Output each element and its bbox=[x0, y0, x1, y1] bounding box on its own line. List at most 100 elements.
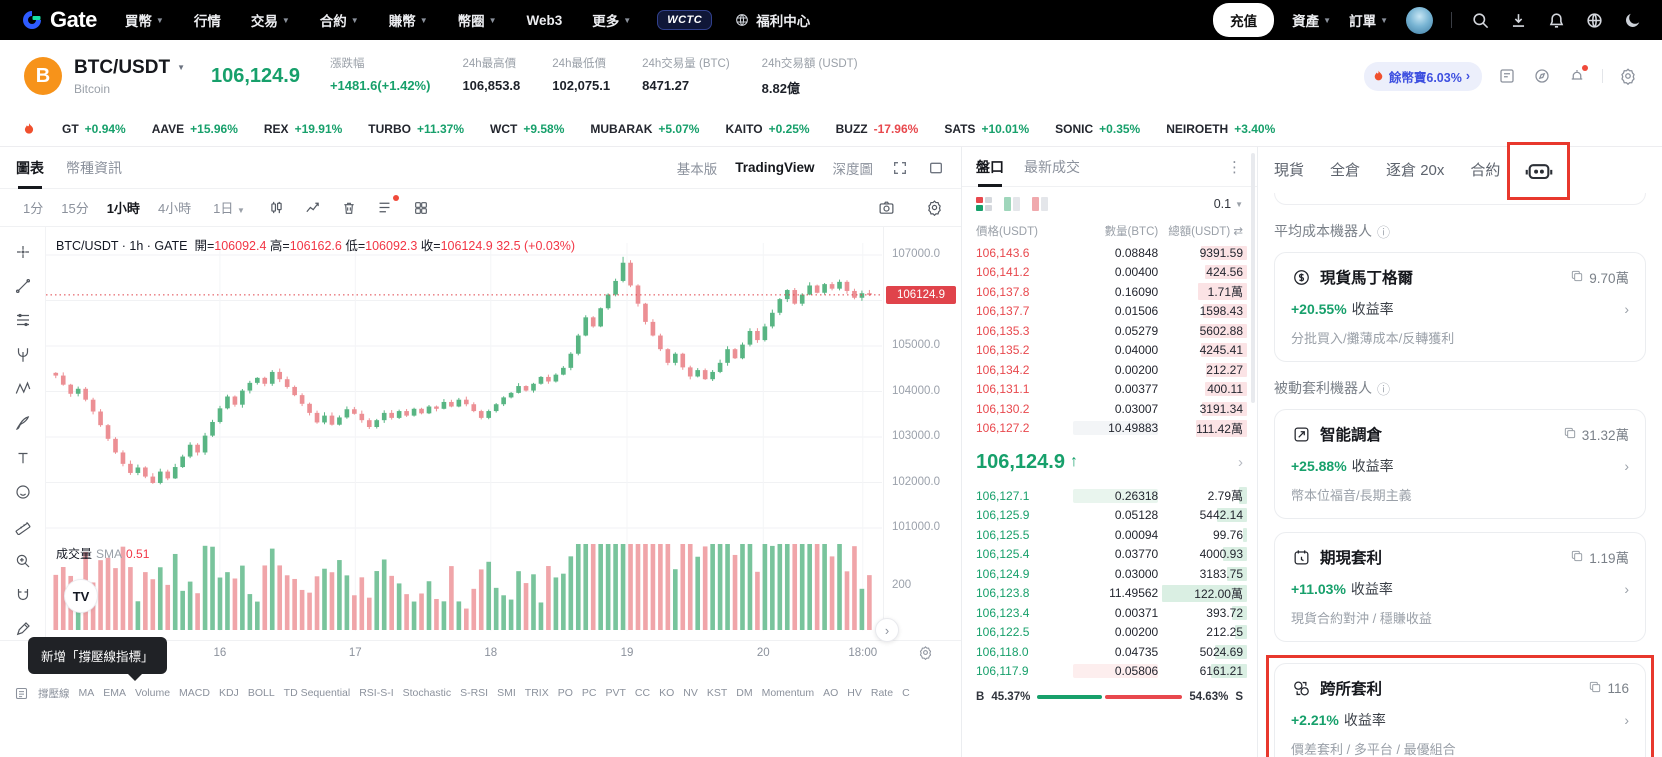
tab-chart[interactable]: 圖表 bbox=[16, 147, 44, 189]
mode-tradingview[interactable]: TradingView bbox=[735, 160, 815, 175]
wctc-badge[interactable]: WCTC bbox=[657, 10, 713, 30]
download-icon[interactable] bbox=[1508, 10, 1528, 30]
indicator-Volume[interactable]: Volume bbox=[135, 687, 171, 699]
draw-pencil-icon[interactable] bbox=[12, 619, 34, 640]
notification-bell-icon[interactable] bbox=[1546, 10, 1566, 30]
indicator-Rate[interactable]: Rate bbox=[870, 687, 894, 699]
indicator-RSI-S-I[interactable]: RSI-S-I bbox=[359, 687, 394, 699]
hot-coin-TURBO[interactable]: TURBO +11.37% bbox=[368, 122, 464, 136]
timeframe-4小時[interactable]: 4小時 bbox=[157, 201, 192, 216]
robot-icon[interactable] bbox=[1525, 157, 1553, 185]
hot-coin-GT[interactable]: GT +0.94% bbox=[62, 122, 126, 136]
indicator-撐壓線[interactable]: 撐壓線 bbox=[38, 687, 70, 700]
bid-row[interactable]: 106,125.4 0.03770 4000.93 bbox=[962, 545, 1257, 565]
nav-item-行情[interactable]: 行情 bbox=[194, 10, 221, 30]
layout-asks-icon[interactable] bbox=[1032, 197, 1048, 211]
bid-row[interactable]: 106,124.9 0.03000 3183.75 bbox=[962, 564, 1257, 584]
bots-tab-全倉[interactable]: 全倉 bbox=[1330, 161, 1361, 179]
orders-menu[interactable]: 訂單 ▼ bbox=[1349, 10, 1388, 30]
nav-item-welfare[interactable]: 福利中心 bbox=[734, 10, 810, 30]
chevron-right-icon[interactable]: › bbox=[1624, 712, 1629, 728]
time-axis[interactable]: 16 17 18 19 20 18:00 bbox=[0, 640, 961, 666]
bot-card-現貨馬丁格爾[interactable]: 現貨馬丁格爾 9.70萬 +20.55% 收益率 › 分批買入/攤薄成本/反轉獲利 bbox=[1274, 252, 1646, 362]
layout-grid-icon[interactable] bbox=[408, 196, 434, 220]
indicator-list-icon[interactable] bbox=[372, 194, 399, 220]
compass-icon[interactable] bbox=[1532, 66, 1552, 86]
bot-card-期現套利[interactable]: 期現套利 1.19萬 +11.03% 收益率 › 現貨合約對沖 / 穩賺收益 bbox=[1274, 532, 1646, 642]
nav-item-買幣[interactable]: 買幣 ▼ bbox=[125, 10, 164, 30]
mode-basic[interactable]: 基本版 bbox=[676, 161, 718, 177]
pair-selector[interactable]: BTC/USDT ▼ bbox=[74, 57, 185, 79]
indicator-C[interactable]: C bbox=[902, 687, 910, 699]
bid-row[interactable]: 106,125.9 0.05128 5442.14 bbox=[962, 506, 1257, 526]
ask-row[interactable]: 106,134.2 0.00200 212.27 bbox=[962, 360, 1257, 380]
alert-siren-icon[interactable] bbox=[1567, 65, 1588, 86]
indicator-MACD[interactable]: MACD bbox=[179, 687, 210, 699]
chevron-right-icon[interactable]: › bbox=[1624, 581, 1629, 597]
savings-promo-pill[interactable]: 餘幣寶6.03% › bbox=[1363, 61, 1482, 91]
delete-icon[interactable] bbox=[336, 196, 362, 220]
ask-row[interactable]: 106,130.2 0.03007 3191.34 bbox=[962, 399, 1257, 419]
indicator-DM[interactable]: DM bbox=[736, 687, 753, 699]
indicator-PO[interactable]: PO bbox=[557, 687, 573, 699]
bid-row[interactable]: 106,125.5 0.00094 99.76 bbox=[962, 525, 1257, 545]
settings-gear-icon[interactable] bbox=[1618, 66, 1638, 86]
hot-coin-KAITO[interactable]: KAITO +0.25% bbox=[725, 122, 809, 136]
bot-card-跨所套利[interactable]: 跨所套利 116 +2.21% 收益率 › 價差套利 / 多平台 / 最優組合 bbox=[1274, 663, 1646, 757]
layout-bids-icon[interactable] bbox=[1004, 197, 1020, 211]
indicator-Stochastic[interactable]: Stochastic bbox=[402, 687, 452, 699]
bot-card-智能調倉[interactable]: 智能調倉 31.32萬 +25.88% 收益率 › 幣本位福音/長期主義 bbox=[1274, 409, 1646, 519]
indicator-KO[interactable]: KO bbox=[659, 687, 675, 699]
chevron-right-icon[interactable]: › bbox=[1238, 453, 1243, 471]
indicators-more-button[interactable]: › bbox=[875, 618, 899, 642]
hot-coin-BUZZ[interactable]: BUZZ -17.96% bbox=[836, 122, 919, 136]
ask-row[interactable]: 106,131.1 0.00377 400.11 bbox=[962, 380, 1257, 400]
chevron-right-icon[interactable]: › bbox=[1624, 458, 1629, 474]
indicator-NV[interactable]: NV bbox=[683, 687, 698, 699]
precision-select[interactable]: 0.1 ▼ bbox=[1213, 197, 1243, 211]
ask-row[interactable]: 106,137.8 0.16090 1.71萬 bbox=[962, 282, 1257, 302]
theme-moon-icon[interactable] bbox=[1622, 10, 1642, 30]
crosshair-icon[interactable] bbox=[12, 241, 34, 262]
indicator-KST[interactable]: KST bbox=[706, 687, 728, 699]
timeframe-15分[interactable]: 15分 bbox=[61, 201, 89, 216]
trendline-icon[interactable] bbox=[12, 275, 34, 296]
swap-icon[interactable]: ⇄ bbox=[1233, 226, 1243, 238]
nav-item-更多[interactable]: 更多 ▼ bbox=[592, 10, 631, 30]
nav-item-合約[interactable]: 合約 ▼ bbox=[320, 10, 359, 30]
indicator-HV[interactable]: HV bbox=[847, 687, 862, 699]
zoom-in-icon[interactable] bbox=[12, 550, 34, 571]
hot-coin-REX[interactable]: REX +19.91% bbox=[264, 122, 342, 136]
brush-icon[interactable] bbox=[12, 413, 34, 434]
pitchfork-icon[interactable] bbox=[12, 344, 34, 365]
hot-coin-SATS[interactable]: SATS +10.01% bbox=[944, 122, 1029, 136]
fib-lines-icon[interactable] bbox=[12, 310, 34, 331]
tab-coin-info[interactable]: 幣種資訊 bbox=[66, 159, 122, 176]
fullscreen-expand-icon[interactable] bbox=[891, 159, 909, 177]
camera-snapshot-icon[interactable] bbox=[873, 196, 899, 220]
indicator-TD Sequential[interactable]: TD Sequential bbox=[283, 687, 351, 699]
hot-coin-MUBARAK[interactable]: MUBARAK +5.07% bbox=[590, 122, 699, 136]
hot-coin-NEIROETH[interactable]: NEIROETH +3.40% bbox=[1166, 122, 1275, 136]
ask-row[interactable]: 106,141.2 0.00400 424.56 bbox=[962, 263, 1257, 283]
assets-menu[interactable]: 資產 ▼ bbox=[1292, 10, 1331, 30]
ask-row[interactable]: 106,135.3 0.05279 5602.88 bbox=[962, 321, 1257, 341]
user-avatar[interactable] bbox=[1406, 6, 1433, 34]
hot-coin-WCT[interactable]: WCT +9.58% bbox=[490, 122, 564, 136]
magnet-icon[interactable] bbox=[12, 584, 34, 605]
mode-depth[interactable]: 深度圖 bbox=[832, 161, 874, 177]
bid-row[interactable]: 106,118.0 0.04735 5024.69 bbox=[962, 642, 1257, 662]
indicator-SMI[interactable]: SMI bbox=[497, 687, 516, 699]
ledger-icon[interactable] bbox=[1497, 66, 1517, 86]
ruler-icon[interactable] bbox=[12, 516, 34, 537]
bid-row[interactable]: 106,123.8 11.49562 122.00萬 bbox=[962, 584, 1257, 604]
emoji-icon[interactable] bbox=[12, 481, 34, 502]
bid-row[interactable]: 106,127.1 0.26318 2.79萬 bbox=[962, 486, 1257, 506]
ask-row[interactable]: 106,135.2 0.04000 4245.41 bbox=[962, 341, 1257, 361]
timeframe-1分[interactable]: 1分 bbox=[23, 201, 44, 216]
price-axis[interactable]: 107000.0106000.0105000.0104000.0103000.0… bbox=[883, 227, 961, 640]
chart-settings-gear-icon[interactable] bbox=[921, 196, 947, 220]
chart-plot[interactable]: BTC/USDT · 1h · GATE 開=106092.4 高=106162… bbox=[46, 227, 883, 640]
indicator-PC[interactable]: PC bbox=[581, 687, 597, 699]
gate-logo[interactable]: Gate bbox=[20, 7, 97, 33]
